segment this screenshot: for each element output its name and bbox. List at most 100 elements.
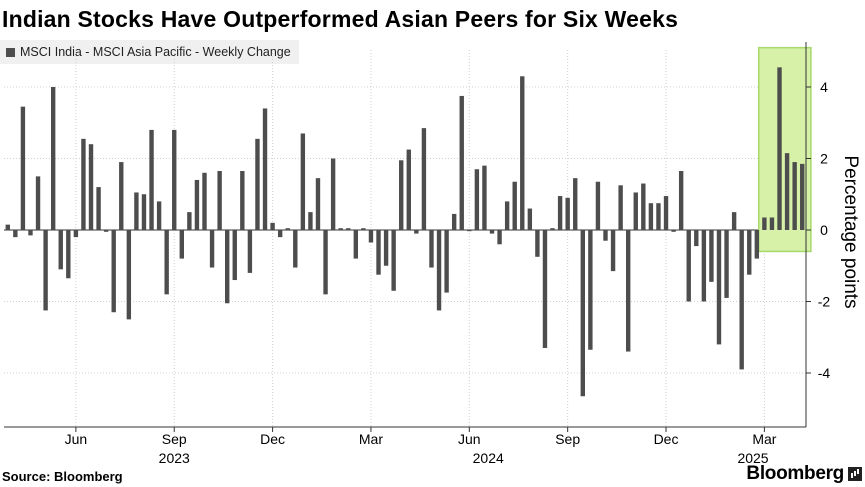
x-tick-label: Mar — [359, 431, 383, 447]
bar — [747, 230, 752, 275]
bar — [792, 162, 797, 230]
bar — [520, 76, 525, 231]
y-tick-label: 2 — [820, 151, 828, 167]
bar — [467, 230, 472, 232]
bar — [731, 212, 737, 230]
bar — [663, 196, 669, 230]
bar — [595, 181, 601, 230]
bar — [43, 230, 48, 311]
bar — [217, 171, 222, 230]
bar — [172, 129, 177, 230]
bar — [368, 230, 374, 243]
bar — [474, 169, 480, 230]
y-tick-label: 4 — [820, 79, 828, 95]
bar — [769, 217, 775, 230]
bar — [754, 230, 760, 259]
bar — [96, 187, 101, 230]
bar — [202, 172, 207, 230]
bar — [383, 230, 389, 266]
bar — [103, 230, 109, 232]
bloomberg-logo: Bloomberg — [746, 463, 862, 485]
brand-text: Bloomberg — [746, 463, 844, 484]
y-axis-title: Percentage points — [840, 155, 861, 308]
bar — [497, 230, 502, 245]
bar — [156, 201, 162, 230]
grid — [4, 50, 806, 427]
bar — [550, 228, 555, 230]
bar — [81, 138, 86, 230]
bar — [701, 230, 707, 302]
bar — [482, 165, 487, 230]
bar — [58, 230, 63, 270]
x-tick-label: Dec — [260, 431, 285, 447]
bar — [512, 181, 517, 230]
bar — [270, 222, 275, 230]
bar — [603, 230, 608, 241]
bar — [565, 197, 570, 230]
bar — [66, 230, 71, 279]
bar — [588, 230, 593, 350]
bar — [678, 171, 684, 230]
bar — [777, 67, 782, 231]
bar — [164, 230, 169, 295]
bar — [194, 179, 200, 230]
axes: -4 -2 0 2 4 Jun Sep Dec Mar Jun Sep Dec Mar 2023 2024 2… — [4, 42, 830, 466]
bar — [126, 230, 132, 320]
x-tick-label: Mar — [752, 431, 776, 447]
bar — [209, 230, 215, 268]
bar — [610, 230, 616, 272]
bar — [300, 133, 306, 230]
y-tick-label: -2 — [818, 294, 831, 310]
bar — [724, 230, 729, 298]
bar — [35, 176, 41, 230]
bar — [459, 95, 464, 230]
bar — [330, 158, 336, 230]
bar — [716, 230, 722, 345]
bar — [315, 178, 321, 230]
bar — [626, 230, 631, 352]
bar — [633, 192, 638, 230]
bar — [225, 230, 230, 304]
bar — [187, 212, 192, 230]
bar — [504, 201, 510, 230]
y-tick-label: -4 — [818, 365, 831, 381]
bar — [346, 228, 351, 230]
bars — [5, 67, 805, 397]
bar — [656, 203, 661, 230]
bar — [285, 228, 290, 230]
legend-swatch — [6, 47, 15, 57]
bar — [800, 163, 805, 230]
bar — [399, 160, 404, 230]
bar — [784, 153, 790, 230]
bar — [119, 162, 124, 230]
bar — [28, 230, 33, 236]
bar — [436, 230, 442, 311]
bar — [527, 208, 533, 230]
bar — [739, 230, 744, 370]
bar — [391, 230, 396, 291]
bar — [451, 213, 457, 230]
bar — [20, 106, 26, 230]
legend-label: MSCI India - MSCI Asia Pacific - Weekly … — [20, 45, 291, 59]
bloomberg-terminal-icon — [848, 467, 862, 481]
bar — [293, 230, 298, 268]
bar — [338, 228, 343, 230]
bar — [323, 230, 328, 295]
bar — [361, 228, 366, 230]
bar — [232, 230, 237, 281]
bar — [489, 230, 495, 234]
bar — [5, 224, 10, 230]
x-tick-label: Dec — [654, 431, 679, 447]
bar — [573, 178, 578, 230]
bar — [444, 230, 449, 293]
source-note: Source: Bloomberg — [2, 469, 123, 484]
bar — [141, 194, 147, 230]
bar — [277, 230, 283, 238]
bar — [686, 230, 691, 302]
bar — [255, 138, 260, 230]
bar — [557, 196, 563, 230]
bar — [88, 144, 94, 230]
bar — [421, 128, 427, 230]
bar — [641, 183, 646, 230]
